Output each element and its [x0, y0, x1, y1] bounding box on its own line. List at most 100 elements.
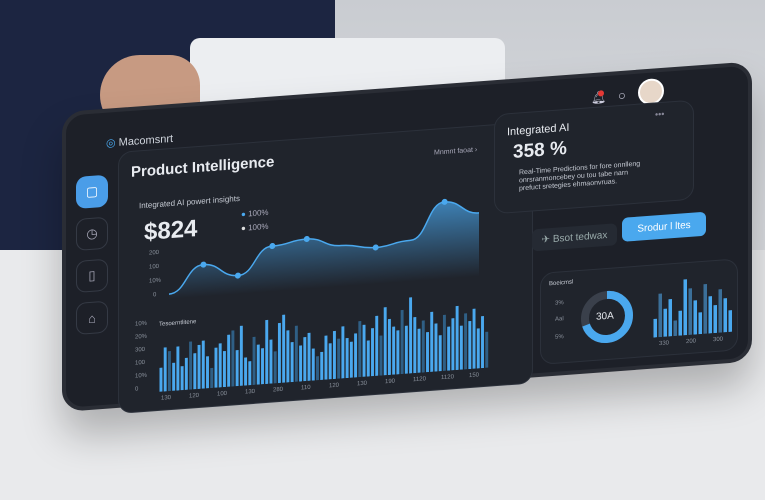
notification-dot: [598, 90, 604, 97]
bar: [201, 340, 205, 389]
data-point: [303, 236, 310, 243]
y-tick: 10%: [135, 372, 148, 380]
bar: [286, 330, 290, 383]
bar: [172, 362, 176, 391]
y-tick: 0: [135, 386, 139, 393]
bar: [189, 341, 193, 390]
bar: [476, 328, 480, 369]
more-menu-icon[interactable]: •••: [655, 108, 665, 120]
bar: [180, 366, 184, 391]
sidebar-item-document[interactable]: ▯: [76, 258, 108, 293]
bar: [290, 341, 294, 383]
bar: [358, 321, 362, 378]
x-tick: 100: [217, 390, 228, 398]
y-tick: 100: [135, 359, 146, 367]
bar: [375, 315, 379, 376]
data-point: [234, 272, 241, 279]
clock-icon: ◷: [86, 225, 98, 242]
data-point: [269, 243, 276, 250]
bar: [248, 361, 252, 386]
bar: [167, 351, 171, 392]
secondary-button-label: Bsot tedwax: [552, 229, 608, 245]
bar: [239, 325, 243, 386]
brand-name: Macomsnrt: [118, 132, 174, 149]
bar: [328, 343, 332, 380]
donut-segment: [581, 290, 633, 344]
details-link[interactable]: Mnmnt faoat ›: [434, 146, 478, 157]
bar: [683, 279, 687, 336]
y-tick: 100: [149, 263, 160, 271]
data-point: [200, 261, 207, 268]
bar: [320, 351, 324, 381]
primary-button[interactable]: Srodur l ltes: [622, 211, 706, 242]
x-tick: 280: [273, 386, 284, 394]
bar: [282, 314, 286, 383]
data-point: [372, 244, 379, 251]
bar: [307, 332, 311, 381]
x-tick: 110: [301, 384, 311, 392]
y-tick: 200: [149, 249, 160, 257]
ai-card-value: 358 %: [513, 137, 567, 163]
bar: [214, 347, 218, 388]
donut-chart: [581, 290, 633, 344]
bar: [653, 318, 657, 338]
bar: [396, 330, 400, 375]
x-tick: 190: [385, 378, 396, 386]
bar: [698, 312, 702, 335]
x-tick: 120: [329, 382, 340, 390]
bar: [485, 331, 489, 368]
bar: [362, 324, 366, 377]
bar: [256, 344, 260, 385]
bar: [413, 316, 417, 374]
bar: [261, 348, 264, 385]
bar: [459, 325, 463, 370]
bar: [341, 326, 345, 379]
bar: [218, 343, 222, 388]
details-link-label: Mnmnt faoat: [434, 146, 473, 157]
bar: [303, 337, 307, 382]
sidebar-item-lock[interactable]: ⌂: [76, 300, 108, 335]
bar: [693, 300, 697, 335]
sidebar-item-clock[interactable]: ◷: [76, 216, 108, 251]
bar: [193, 353, 197, 390]
search-icon[interactable]: ○: [618, 87, 626, 104]
bar: [451, 318, 455, 371]
y-tick: 0: [153, 292, 157, 299]
y-tick: Aal: [555, 316, 564, 323]
bar: [421, 320, 425, 373]
sidebar-item-tablet[interactable]: ▢: [76, 174, 108, 209]
y-tick: 300: [135, 346, 146, 354]
notification-icon[interactable]: 🔔︎: [591, 90, 607, 106]
bar: [222, 350, 226, 388]
area-fill: [169, 201, 479, 300]
y-tick: 10%: [149, 277, 162, 285]
area-chart: [169, 198, 479, 300]
bar: [426, 332, 429, 373]
small-panel-title: Boeicmsl: [549, 279, 574, 288]
bar: [409, 297, 413, 374]
x-tick: 200: [686, 338, 697, 346]
bar: [673, 320, 677, 337]
bar: [337, 338, 341, 379]
bar: [455, 305, 459, 371]
x-tick: 130: [161, 394, 172, 402]
x-tick: 150: [469, 372, 480, 380]
x-tick: 300: [713, 336, 724, 344]
donut-label: 30A: [596, 310, 614, 323]
bar: [438, 335, 442, 372]
bar: [299, 345, 303, 382]
tablet-icon: ▢: [85, 183, 99, 200]
bar: [163, 347, 167, 392]
brand-icon: ◎: [106, 136, 119, 150]
y-tick: 5%: [555, 334, 564, 341]
bar: [371, 328, 374, 377]
x-tick: 1120: [441, 374, 454, 382]
bar: [269, 339, 273, 384]
bar: [273, 351, 277, 384]
bar: [349, 341, 353, 378]
secondary-button[interactable]: ✈ Bsot tedwax: [532, 223, 617, 252]
send-icon: ✈: [541, 233, 553, 246]
ai-card: Integrated AI 358 % Real-Time Prediction…: [494, 99, 694, 215]
small-panel: Boeicmsl 3% Aal 5% 30A 330 200 300: [540, 258, 738, 365]
bar: [383, 307, 387, 376]
